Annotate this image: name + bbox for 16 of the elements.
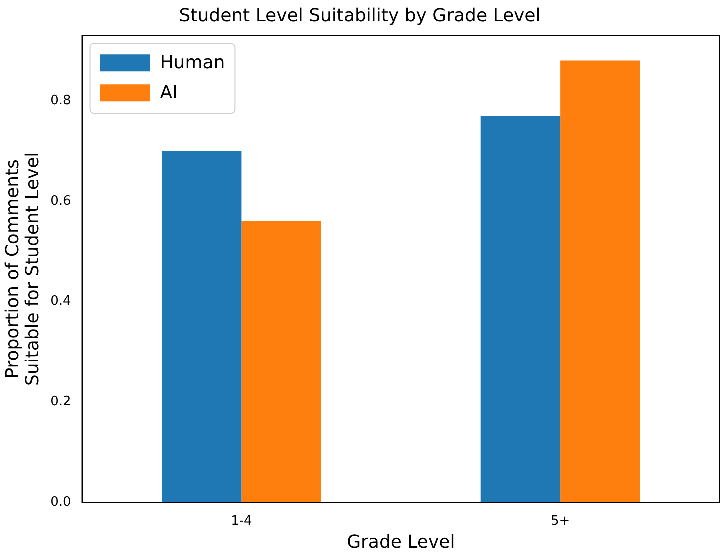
bar <box>480 116 561 503</box>
y-tick-label: 0.0 <box>50 495 72 510</box>
x-tick-label: 1-4 <box>231 514 252 529</box>
y-tick-label: 0.2 <box>50 394 72 410</box>
x-tick-label: 5+ <box>550 514 570 529</box>
y-axis-title: Proportion of Comments Suitable for Student Level <box>2 152 44 386</box>
x-axis-title: Grade Level <box>347 532 456 553</box>
y-tick-label: 0.8 <box>50 93 72 108</box>
chart-title: Student Level Suitability by Grade Level <box>179 5 541 26</box>
bar <box>162 151 242 503</box>
y-tick-label: 0.6 <box>50 194 72 209</box>
bar <box>242 221 322 503</box>
bar <box>560 60 640 503</box>
legend-label: AI <box>160 82 178 104</box>
legend-label: Human <box>160 52 226 74</box>
y-tick-label: 0.4 <box>50 294 72 310</box>
